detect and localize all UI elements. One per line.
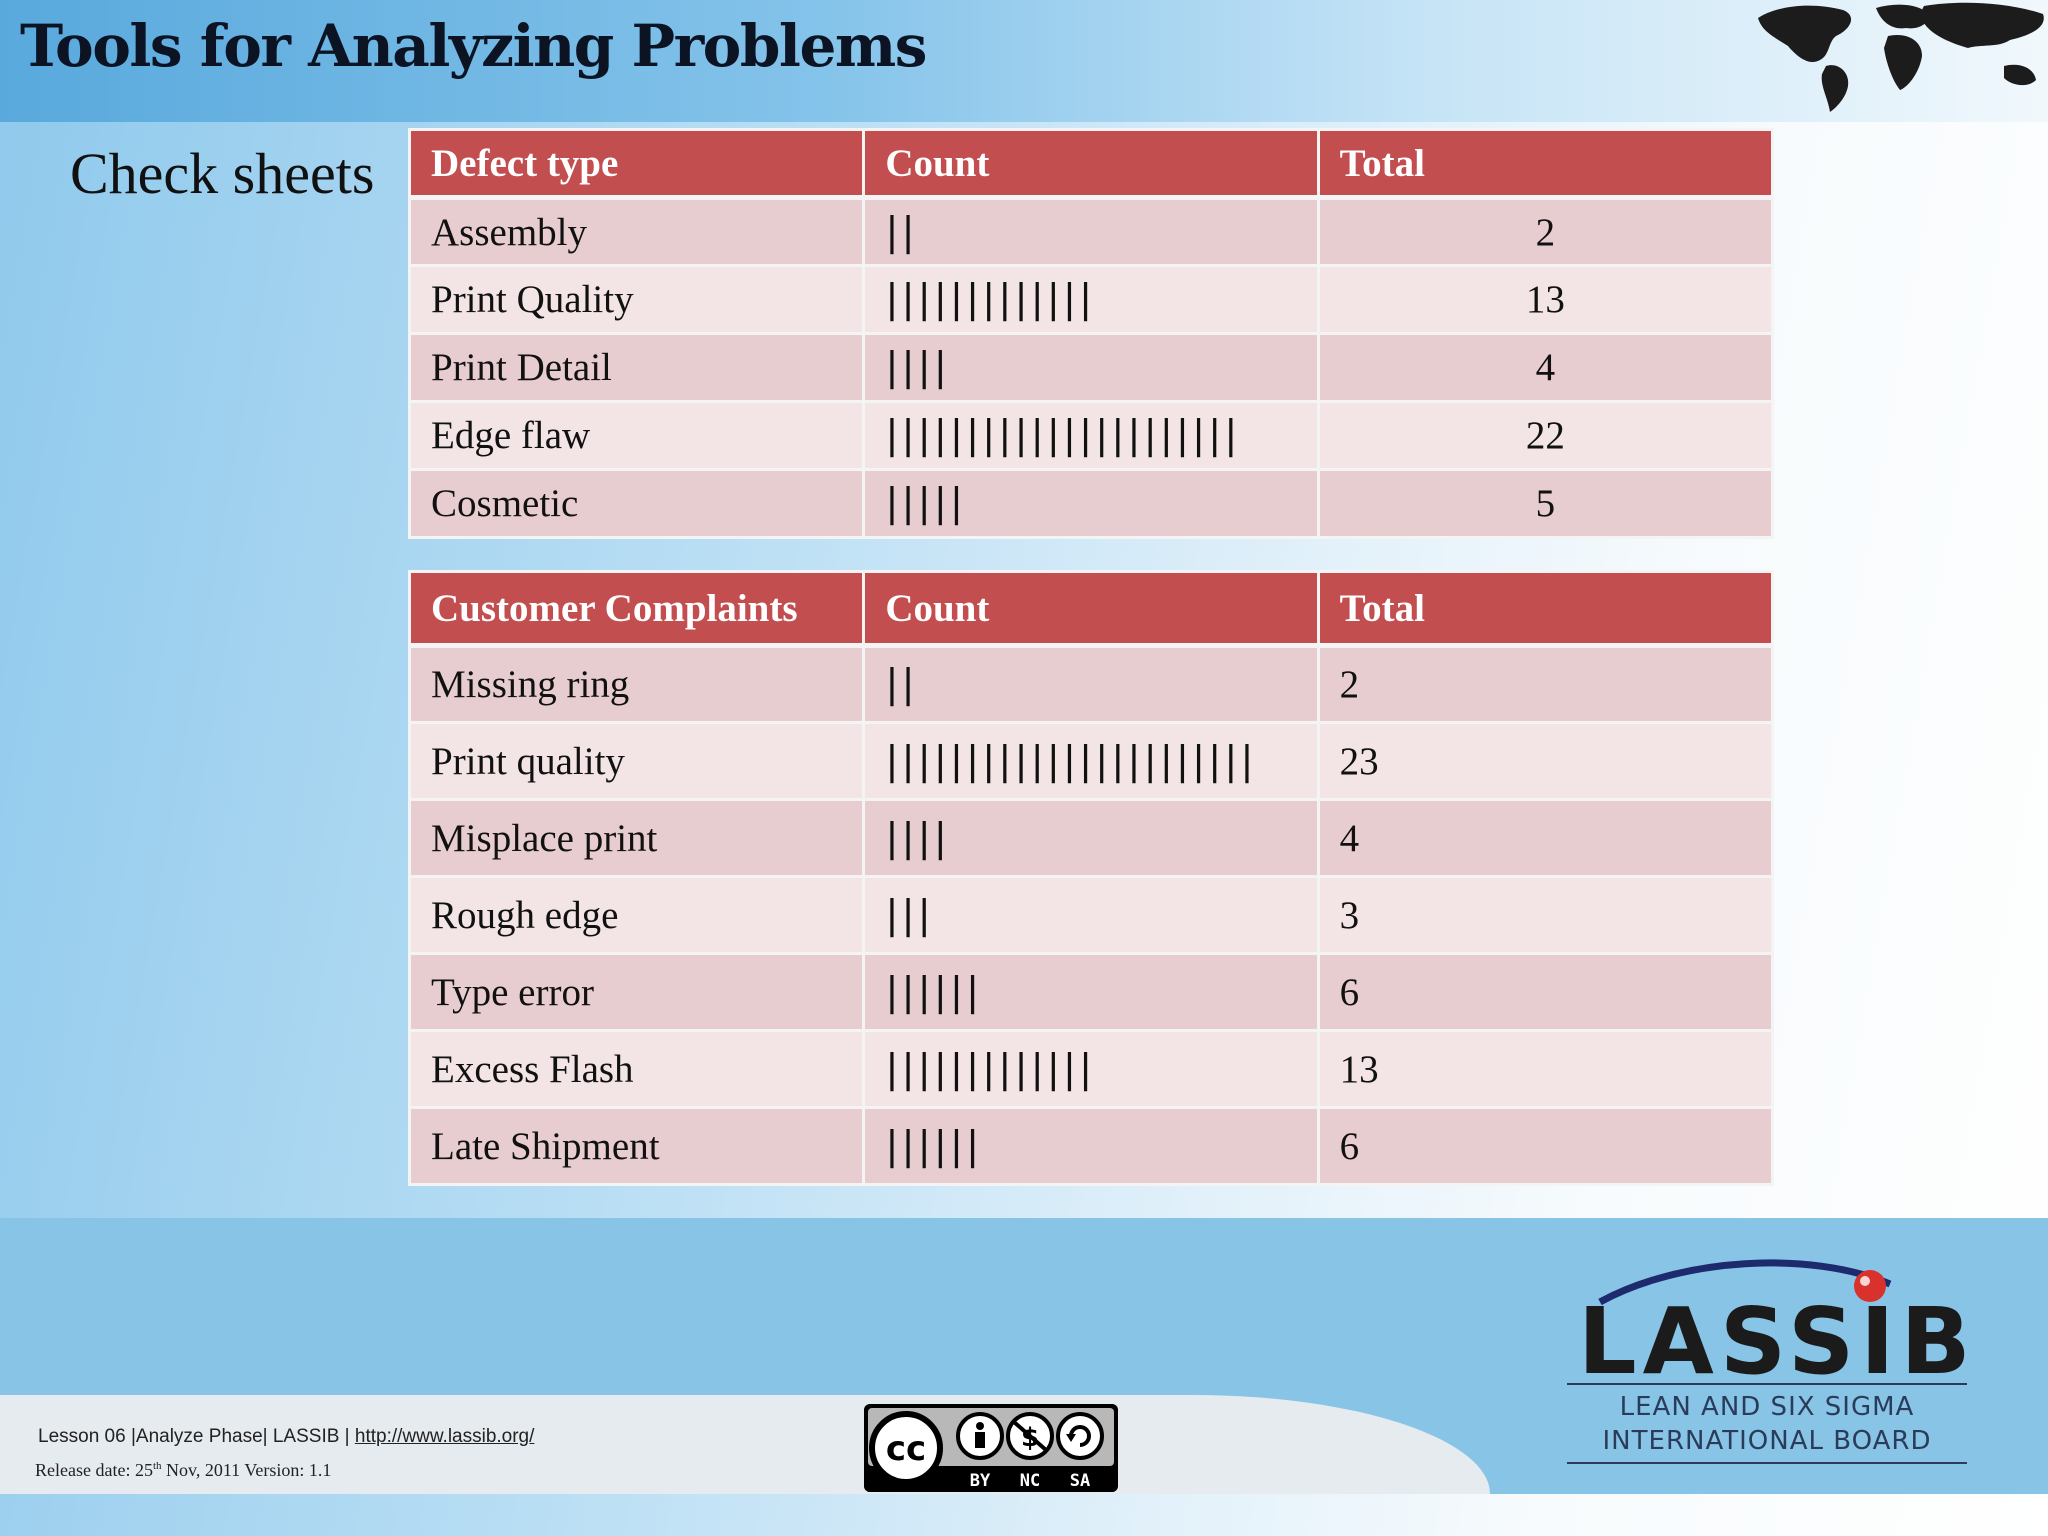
lassib-logo-arc bbox=[1598, 1259, 1892, 1306]
attribution-icon bbox=[956, 1412, 1004, 1460]
tally-cell: ||||||||||||||||||||||| bbox=[862, 721, 1320, 801]
creative-commons-badge: cc $ BY NC SA bbox=[864, 1404, 1118, 1492]
total-cell: 6 bbox=[1316, 952, 1775, 1032]
tally-cell: ||||||||||||| bbox=[862, 1029, 1320, 1109]
lassib-logo-text: LASSIB bbox=[1578, 1288, 1977, 1395]
total-cell: 3 bbox=[1316, 875, 1775, 955]
defect-check-sheet: Defect type Count Total Assembly || 2 Pr… bbox=[407, 128, 1775, 539]
tally-cell: |||| bbox=[862, 798, 1320, 878]
total-cell: 2 bbox=[1316, 644, 1775, 724]
lassib-website-link[interactable]: http://www.lassib.org/ bbox=[354, 1426, 535, 1447]
title-band bbox=[0, 0, 2048, 122]
header-total: Total bbox=[1316, 128, 1775, 200]
footer-release-line: Release date: 25th Nov, 2011 Version: 1.… bbox=[35, 1460, 331, 1481]
complaint-cell: Excess Flash bbox=[407, 1029, 866, 1109]
total-cell: 2 bbox=[1316, 196, 1775, 267]
complaints-check-sheet: Customer Complaints Count Total Missing … bbox=[407, 570, 1775, 1186]
header-defect-type: Defect type bbox=[407, 128, 866, 200]
table-row: Missing ring || 2 bbox=[407, 644, 1775, 724]
cc-sa-label: SA bbox=[1070, 1471, 1090, 1491]
defect-type-cell: Edge flaw bbox=[407, 400, 866, 471]
total-cell: 6 bbox=[1316, 1106, 1775, 1186]
footer-panel bbox=[0, 1395, 1490, 1494]
total-cell: 5 bbox=[1316, 468, 1775, 539]
tally-cell: |||||| bbox=[862, 952, 1320, 1032]
total-cell: 13 bbox=[1316, 264, 1775, 335]
total-cell: 22 bbox=[1316, 400, 1775, 471]
footer-lesson-line: Lesson 06 |Analyze Phase| LASSIB | http:… bbox=[38, 1426, 534, 1448]
header-total: Total bbox=[1316, 570, 1775, 648]
header-count: Count bbox=[862, 128, 1320, 200]
complaint-cell: Rough edge bbox=[407, 875, 866, 955]
total-cell: 13 bbox=[1316, 1029, 1775, 1109]
defect-type-cell: Print Quality bbox=[407, 264, 866, 335]
table-row: Print Detail |||| 4 bbox=[407, 332, 1775, 403]
complaint-cell: Print quality bbox=[407, 721, 866, 801]
complaint-cell: Type error bbox=[407, 952, 866, 1032]
footer-lesson-text: Lesson 06 |Analyze Phase| LASSIB | bbox=[38, 1426, 355, 1447]
tally-cell: ||| bbox=[862, 875, 1320, 955]
defect-type-cell: Cosmetic bbox=[407, 468, 866, 539]
release-suffix: Nov, 2011 Version: 1.1 bbox=[161, 1460, 332, 1480]
section-subtitle: Check sheets bbox=[70, 141, 375, 206]
table-row: Misplace print |||| 4 bbox=[407, 798, 1775, 878]
cc-icon: cc bbox=[869, 1411, 943, 1485]
total-cell: 4 bbox=[1316, 332, 1775, 403]
release-sup: th bbox=[152, 1460, 162, 1472]
table-row: Assembly || 2 bbox=[407, 196, 1775, 267]
release-prefix: Release date: 25 bbox=[35, 1460, 153, 1480]
total-cell: 4 bbox=[1316, 798, 1775, 878]
total-cell: 23 bbox=[1316, 721, 1775, 801]
complaint-cell: Missing ring bbox=[407, 644, 866, 724]
table-row: Excess Flash ||||||||||||| 13 bbox=[407, 1029, 1775, 1109]
tally-cell: || bbox=[862, 644, 1320, 724]
logo-subtitle-line1: LEAN AND SIX SIGMA bbox=[1619, 1392, 1915, 1422]
complaint-cell: Late Shipment bbox=[407, 1106, 866, 1186]
slide-title: Tools for Analyzing Problems bbox=[20, 12, 927, 80]
world-map-graphic bbox=[1758, 2, 2044, 112]
cc-nc-label: NC bbox=[1020, 1471, 1040, 1491]
table-row: Edge flaw |||||||||||||||||||||| 22 bbox=[407, 400, 1775, 471]
table-row: Rough edge ||| 3 bbox=[407, 875, 1775, 955]
table-row: Late Shipment |||||| 6 bbox=[407, 1106, 1775, 1186]
logo-divider-bottom bbox=[1567, 1462, 1967, 1464]
table-row: Type error |||||| 6 bbox=[407, 952, 1775, 1032]
defect-type-cell: Assembly bbox=[407, 196, 866, 267]
table-row: Print Quality ||||||||||||| 13 bbox=[407, 264, 1775, 335]
logo-subtitle-line2: INTERNATIONAL BOARD bbox=[1602, 1426, 1932, 1456]
tally-cell: |||||||||||||||||||||| bbox=[862, 400, 1320, 471]
table-row: Cosmetic ||||| 5 bbox=[407, 468, 1775, 539]
cc-by-label: BY bbox=[970, 1471, 991, 1491]
cc-text: cc bbox=[886, 1429, 926, 1469]
header-count: Count bbox=[862, 570, 1320, 648]
header-customer-complaints: Customer Complaints bbox=[407, 570, 866, 648]
sharealike-icon bbox=[1056, 1412, 1104, 1460]
noncommercial-icon: $ bbox=[1006, 1412, 1054, 1460]
tally-cell: ||||| bbox=[862, 468, 1320, 539]
tally-cell: |||||| bbox=[862, 1106, 1320, 1186]
defect-type-cell: Print Detail bbox=[407, 332, 866, 403]
tally-cell: || bbox=[862, 196, 1320, 267]
complaint-cell: Misplace print bbox=[407, 798, 866, 878]
table-row: Print quality ||||||||||||||||||||||| 23 bbox=[407, 721, 1775, 801]
tally-cell: ||||||||||||| bbox=[862, 264, 1320, 335]
logo-divider-top bbox=[1567, 1383, 1967, 1385]
tally-cell: |||| bbox=[862, 332, 1320, 403]
